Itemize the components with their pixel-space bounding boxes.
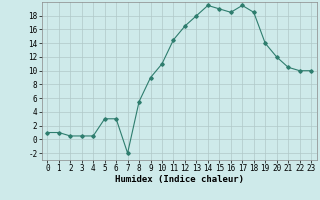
X-axis label: Humidex (Indice chaleur): Humidex (Indice chaleur) [115, 175, 244, 184]
